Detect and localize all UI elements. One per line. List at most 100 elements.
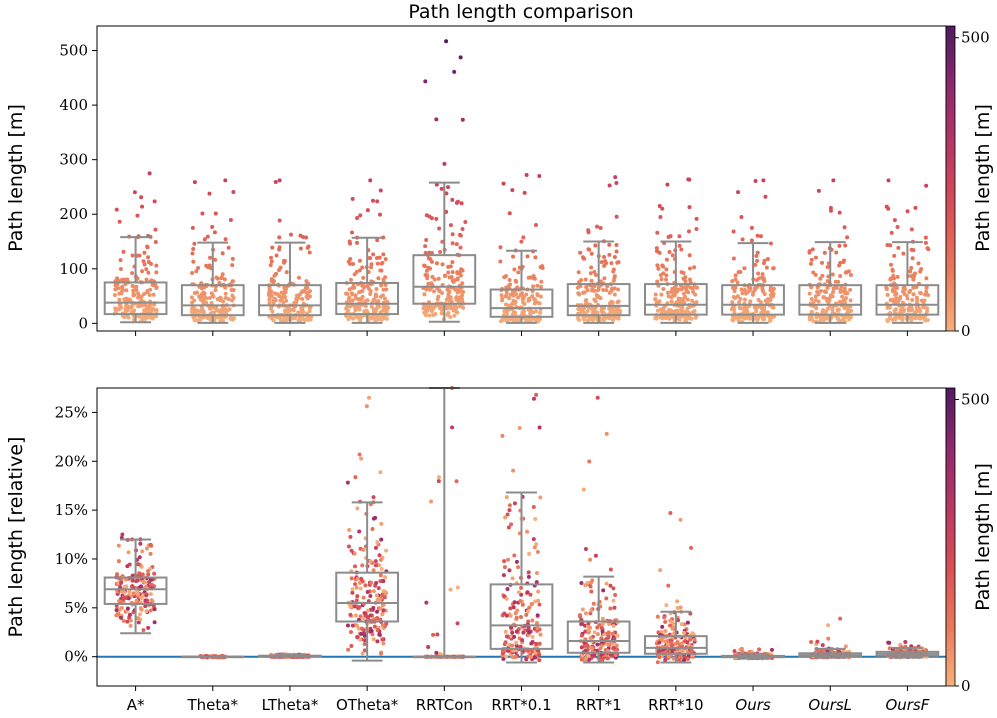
bottom-point — [381, 641, 386, 646]
top-y-tick-label: 0 — [78, 314, 88, 332]
top-point — [656, 300, 661, 305]
colorbar-tick-label: 500 — [961, 29, 990, 47]
top-point — [363, 304, 368, 309]
bottom-point — [353, 475, 358, 480]
top-point — [739, 315, 744, 320]
top-point — [669, 299, 674, 304]
top-point — [425, 276, 430, 281]
top-point — [153, 283, 158, 288]
top-point — [679, 270, 684, 275]
bottom-point — [502, 559, 507, 564]
bottom-point — [354, 623, 359, 628]
bottom-point — [537, 602, 542, 607]
top-point — [444, 191, 449, 196]
top-point — [434, 216, 439, 221]
top-point — [355, 215, 360, 220]
top-point — [733, 277, 738, 282]
top-point — [130, 271, 135, 276]
top-point — [510, 302, 515, 307]
top-point — [354, 304, 359, 309]
top-point — [591, 317, 596, 322]
top-point — [886, 178, 891, 183]
top-point — [685, 297, 690, 302]
top-point — [442, 161, 447, 166]
top-point — [531, 310, 536, 315]
top-point — [846, 309, 851, 314]
bottom-point — [434, 650, 439, 655]
top-point — [190, 225, 195, 230]
top-point — [421, 306, 426, 311]
top-point — [213, 211, 218, 216]
top-point — [347, 239, 352, 244]
top-point — [132, 190, 137, 195]
top-point — [830, 310, 835, 315]
bottom-point — [531, 537, 536, 542]
top-point — [585, 309, 590, 314]
bottom-point — [350, 623, 355, 628]
bottom-point — [346, 647, 351, 652]
bottom-point — [365, 608, 370, 613]
bottom-point — [521, 630, 526, 635]
bottom-point — [598, 646, 603, 651]
top-point — [837, 243, 842, 248]
top-point — [821, 294, 826, 299]
bottom-point — [436, 479, 441, 484]
top-point — [753, 262, 758, 267]
top-point — [664, 257, 669, 262]
top-point — [737, 300, 742, 305]
top-point — [130, 284, 135, 289]
top-point — [656, 266, 661, 271]
top-point — [610, 300, 615, 305]
colorbar-tick-label: 0 — [961, 322, 971, 340]
top-point — [453, 287, 458, 292]
top-point — [657, 204, 662, 209]
top-point — [368, 256, 373, 261]
bottom-point — [138, 541, 143, 546]
top-point — [437, 226, 442, 231]
top-point — [661, 287, 666, 292]
top-point — [577, 318, 582, 323]
top-point — [755, 233, 760, 238]
bottom-point — [584, 655, 589, 660]
top-point — [192, 180, 197, 185]
bottom-point — [505, 586, 510, 591]
top-point — [359, 296, 364, 301]
top-point — [423, 79, 428, 84]
top-point — [205, 234, 210, 239]
top-point — [204, 296, 209, 301]
top-point — [284, 270, 289, 275]
top-point — [436, 294, 441, 299]
top-point — [463, 220, 468, 225]
bottom-point — [125, 606, 130, 611]
top-point — [301, 317, 306, 322]
top-point — [841, 317, 846, 322]
bottom-point — [508, 613, 513, 618]
bottom-point — [362, 611, 367, 616]
top-point — [141, 259, 146, 264]
top-point — [357, 307, 362, 312]
top-point — [353, 308, 358, 313]
top-point — [663, 316, 668, 321]
top-point — [605, 284, 610, 289]
top-point — [809, 309, 814, 314]
top-point — [739, 214, 744, 219]
top-box — [489, 288, 554, 318]
top-point — [895, 274, 900, 279]
top-point — [214, 275, 219, 280]
bottom-point — [587, 459, 592, 464]
top-point — [273, 291, 278, 296]
bottom-point — [506, 557, 511, 562]
top-point — [653, 316, 658, 321]
bottom-point — [526, 625, 531, 630]
top-point — [837, 263, 842, 268]
bottom-point — [357, 605, 362, 610]
bottom-point — [612, 636, 617, 641]
bottom-point — [606, 642, 611, 647]
bottom-point — [502, 594, 507, 599]
bottom-point — [359, 456, 364, 461]
top-point — [137, 314, 142, 319]
bottom-point — [502, 611, 507, 616]
bottom-point — [510, 576, 515, 581]
bottom-point — [534, 620, 539, 625]
bottom-point — [379, 521, 384, 526]
